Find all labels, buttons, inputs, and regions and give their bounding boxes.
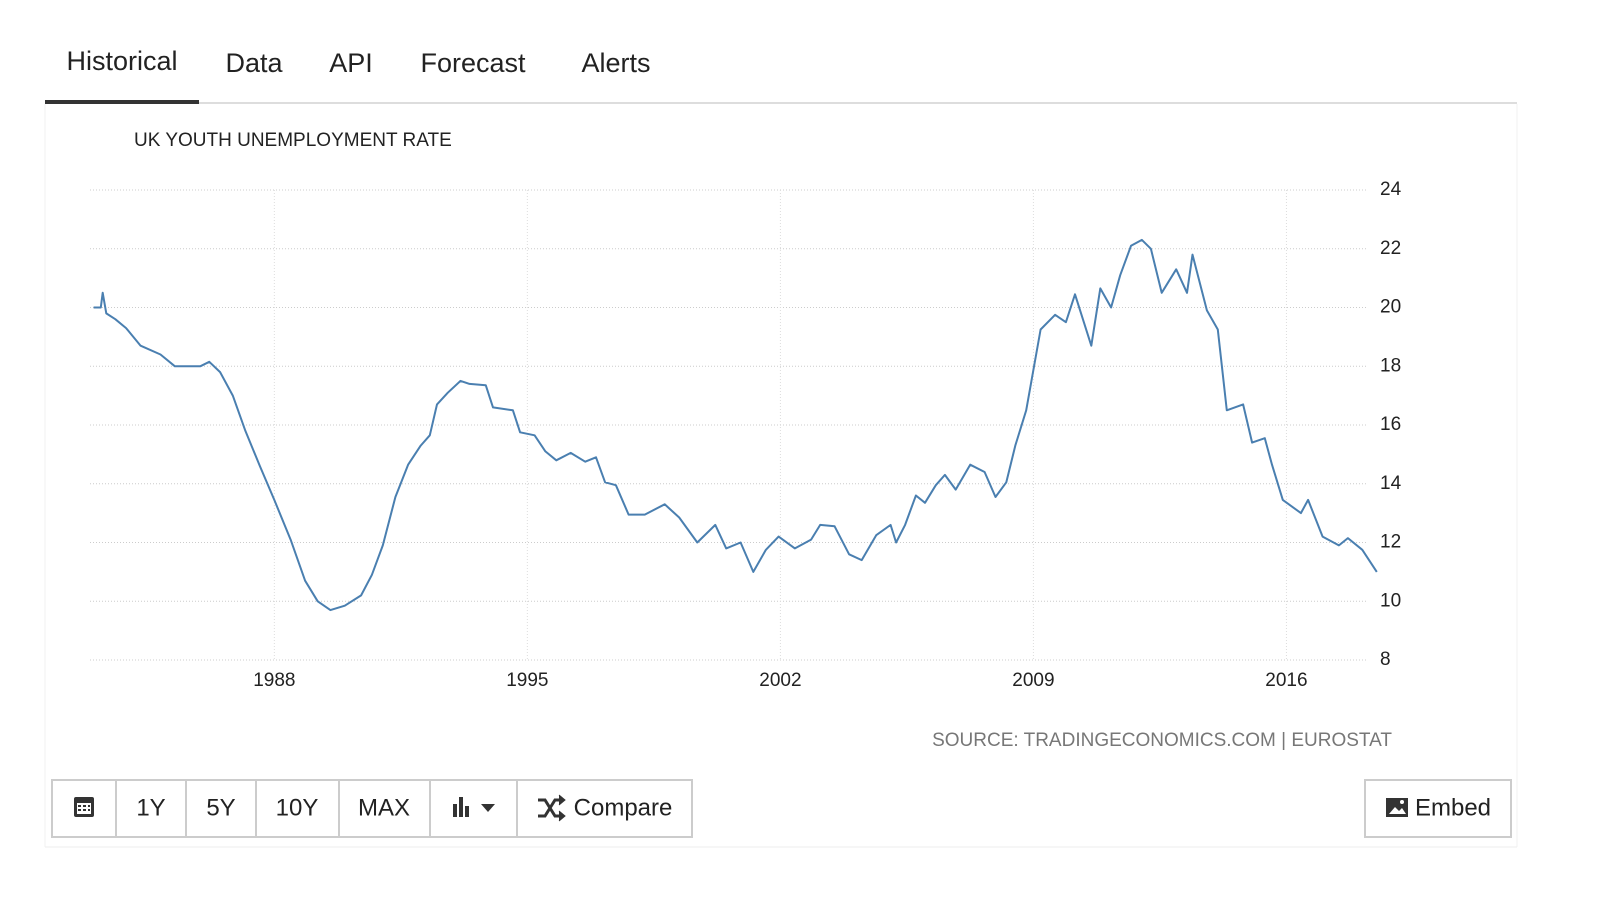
x-tick-label: 2016 bbox=[1265, 670, 1307, 691]
image-icon bbox=[1386, 798, 1408, 817]
active-tab-underline bbox=[45, 100, 199, 104]
y-tick-label: 24 bbox=[1380, 179, 1402, 200]
y-tick-label: 20 bbox=[1380, 297, 1401, 318]
y-tick-label: 16 bbox=[1380, 414, 1401, 435]
y-tick-label: 18 bbox=[1380, 355, 1401, 376]
x-tick-label: 1995 bbox=[506, 670, 548, 691]
button-label[interactable]: 10Y bbox=[276, 794, 319, 821]
y-tick-label: 14 bbox=[1380, 473, 1402, 494]
button-label[interactable]: 5Y bbox=[206, 794, 235, 821]
tab[interactable]: Data bbox=[225, 48, 283, 78]
button[interactable] bbox=[115, 779, 187, 838]
y-tick-label: 12 bbox=[1380, 532, 1401, 553]
button-label[interactable]: Compare bbox=[574, 794, 673, 821]
tab[interactable]: Historical bbox=[66, 46, 177, 76]
shuffle-icon bbox=[538, 794, 566, 822]
tab[interactable]: Forecast bbox=[420, 48, 526, 78]
x-tick-label: 2002 bbox=[759, 670, 801, 691]
button[interactable] bbox=[185, 779, 257, 838]
y-tick-label: 22 bbox=[1380, 238, 1401, 259]
y-tick-label: 10 bbox=[1380, 590, 1401, 611]
data-line bbox=[93, 238, 1378, 612]
button-label[interactable]: MAX bbox=[358, 794, 410, 821]
chart-title: UK YOUTH UNEMPLOYMENT RATE bbox=[134, 130, 452, 151]
tab[interactable]: API bbox=[329, 48, 373, 78]
button-label[interactable]: 1Y bbox=[136, 794, 165, 821]
x-tick-label: 1988 bbox=[253, 670, 295, 691]
source: SOURCE: TRADINGECONOMICS.COM | EUROSTAT bbox=[932, 730, 1392, 751]
x-tick-label: 2009 bbox=[1012, 670, 1054, 691]
bar-chart-icon bbox=[453, 797, 495, 817]
button-label[interactable]: Embed bbox=[1415, 794, 1491, 821]
button[interactable] bbox=[516, 779, 693, 838]
chart-type-button[interactable] bbox=[429, 779, 518, 838]
calendar-icon bbox=[74, 797, 94, 817]
tab[interactable]: Alerts bbox=[581, 48, 650, 78]
button-group bbox=[51, 779, 1512, 838]
y-tick-label: 8 bbox=[1380, 649, 1391, 670]
button[interactable] bbox=[255, 779, 340, 838]
